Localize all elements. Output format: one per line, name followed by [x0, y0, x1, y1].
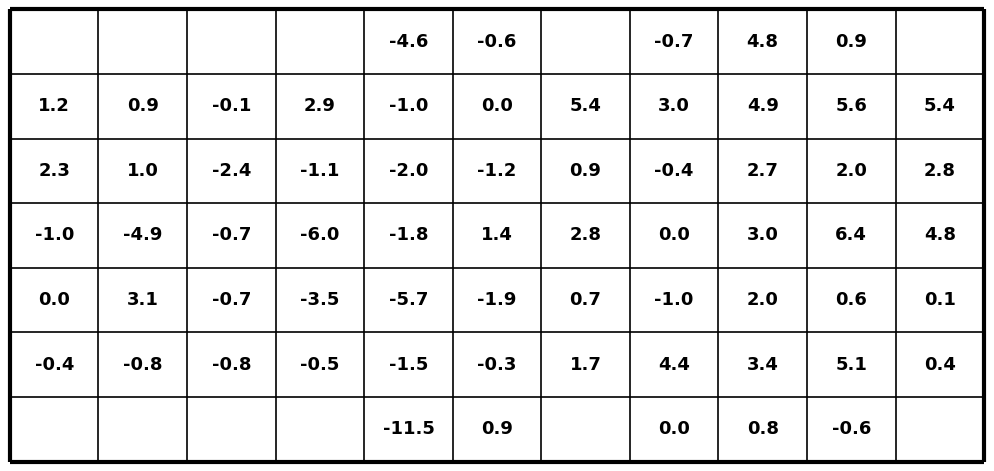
Text: 1.7: 1.7: [570, 356, 601, 374]
Text: -6.0: -6.0: [300, 227, 340, 244]
Text: -0.8: -0.8: [123, 356, 163, 374]
Text: -0.7: -0.7: [654, 32, 694, 51]
Text: -0.7: -0.7: [212, 227, 251, 244]
Text: 6.4: 6.4: [835, 227, 867, 244]
Text: 2.7: 2.7: [746, 162, 778, 180]
Text: -1.8: -1.8: [389, 227, 428, 244]
Text: 2.3: 2.3: [39, 162, 71, 180]
Text: -1.0: -1.0: [389, 97, 428, 115]
Text: 1.4: 1.4: [481, 227, 513, 244]
Text: -1.9: -1.9: [477, 291, 517, 309]
Text: 5.4: 5.4: [570, 97, 601, 115]
Text: -0.3: -0.3: [477, 356, 517, 374]
Text: 3.0: 3.0: [658, 97, 690, 115]
Text: 4.8: 4.8: [746, 32, 778, 51]
Text: 3.4: 3.4: [746, 356, 778, 374]
Text: -0.7: -0.7: [212, 291, 251, 309]
Text: -3.5: -3.5: [300, 291, 340, 309]
Text: 0.7: 0.7: [570, 291, 601, 309]
Text: 0.0: 0.0: [658, 420, 690, 439]
Text: -0.4: -0.4: [654, 162, 694, 180]
Text: -5.7: -5.7: [389, 291, 428, 309]
Text: 2.8: 2.8: [570, 227, 601, 244]
Text: 0.4: 0.4: [923, 356, 955, 374]
Text: 4.8: 4.8: [923, 227, 956, 244]
Text: 3.1: 3.1: [127, 291, 159, 309]
Text: -0.4: -0.4: [35, 356, 74, 374]
Text: 0.0: 0.0: [481, 97, 513, 115]
Text: 2.0: 2.0: [835, 162, 867, 180]
Text: 0.9: 0.9: [481, 420, 513, 439]
Text: -1.0: -1.0: [35, 227, 74, 244]
Text: 5.4: 5.4: [923, 97, 955, 115]
Text: 0.6: 0.6: [835, 291, 867, 309]
Text: 0.1: 0.1: [923, 291, 955, 309]
Text: -0.6: -0.6: [832, 420, 871, 439]
Text: -0.5: -0.5: [300, 356, 340, 374]
Text: -0.8: -0.8: [212, 356, 251, 374]
Text: 1.0: 1.0: [127, 162, 159, 180]
Text: -2.0: -2.0: [389, 162, 428, 180]
Text: -1.5: -1.5: [389, 356, 428, 374]
Text: -2.4: -2.4: [212, 162, 251, 180]
Text: 4.9: 4.9: [746, 97, 778, 115]
Text: -0.6: -0.6: [477, 32, 517, 51]
Text: -11.5: -11.5: [383, 420, 434, 439]
Text: -4.9: -4.9: [123, 227, 162, 244]
Text: 0.9: 0.9: [570, 162, 601, 180]
Text: 0.0: 0.0: [39, 291, 71, 309]
Text: 0.9: 0.9: [835, 32, 867, 51]
Text: -0.1: -0.1: [212, 97, 251, 115]
Text: 1.2: 1.2: [39, 97, 71, 115]
Text: 2.0: 2.0: [746, 291, 778, 309]
Text: 5.1: 5.1: [835, 356, 867, 374]
Text: 0.0: 0.0: [658, 227, 690, 244]
Text: 2.8: 2.8: [923, 162, 956, 180]
Text: -4.6: -4.6: [389, 32, 428, 51]
Text: 4.4: 4.4: [658, 356, 690, 374]
Text: 5.6: 5.6: [835, 97, 867, 115]
Text: 3.0: 3.0: [746, 227, 778, 244]
Text: -1.2: -1.2: [477, 162, 517, 180]
Text: -1.0: -1.0: [654, 291, 694, 309]
Text: 0.8: 0.8: [746, 420, 778, 439]
Text: 2.9: 2.9: [304, 97, 336, 115]
Text: 0.9: 0.9: [127, 97, 159, 115]
Text: -1.1: -1.1: [300, 162, 340, 180]
